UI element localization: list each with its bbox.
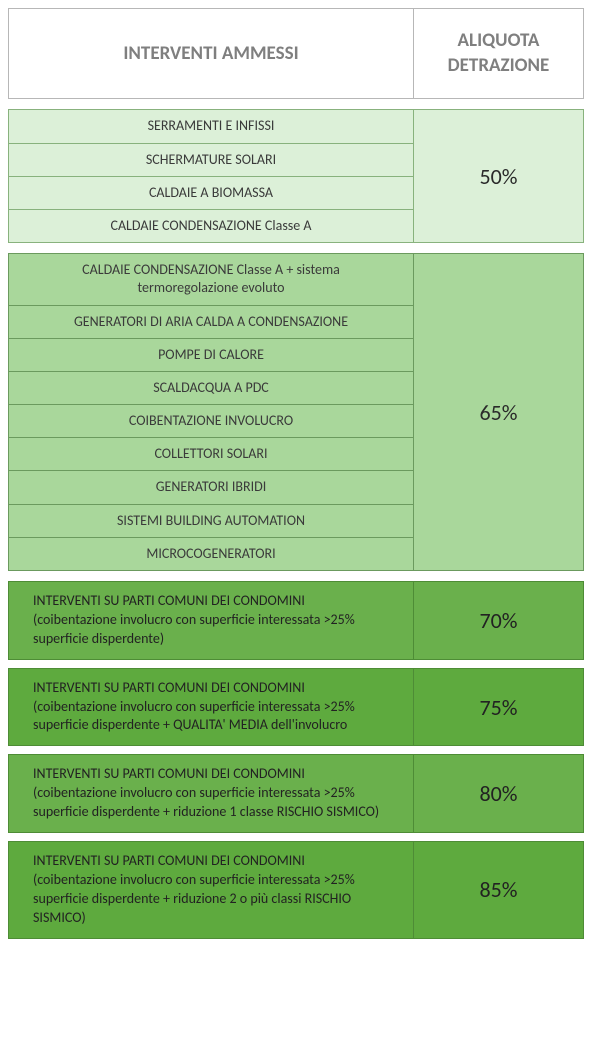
item-row: CALDAIE A BIOMASSA — [8, 177, 414, 210]
condo-rate: 70% — [414, 581, 584, 660]
group-50-rate: 50% — [414, 109, 584, 243]
condo-rate: 85% — [414, 841, 584, 939]
condo-text: INTERVENTI SU PARTI COMUNI DEI CONDOMINI… — [8, 668, 414, 747]
condo-row-80: INTERVENTI SU PARTI COMUNI DEI CONDOMINI… — [8, 754, 600, 833]
condo-row-85: INTERVENTI SU PARTI COMUNI DEI CONDOMINI… — [8, 841, 600, 939]
condo-text: INTERVENTI SU PARTI COMUNI DEI CONDOMINI… — [8, 581, 414, 660]
item-row: SISTEMI BUILDING AUTOMATION — [8, 505, 414, 538]
item-row: COIBENTAZIONE INVOLUCRO — [8, 405, 414, 438]
header-interventions: INTERVENTI AMMESSI — [8, 8, 414, 99]
condo-row-70: INTERVENTI SU PARTI COMUNI DEI CONDOMINI… — [8, 581, 600, 660]
group-65: CALDAIE CONDENSAZIONE Classe A + sistema… — [8, 253, 600, 571]
condo-row-75: INTERVENTI SU PARTI COMUNI DEI CONDOMINI… — [8, 668, 600, 747]
item-row: GENERATORI IBRIDI — [8, 471, 414, 504]
item-row: COLLETTORI SOLARI — [8, 438, 414, 471]
item-row: POMPE DI CALORE — [8, 339, 414, 372]
header-row: INTERVENTI AMMESSI ALIQUOTA DETRAZIONE — [8, 8, 600, 99]
item-row: SERRAMENTI E INFISSI — [8, 109, 414, 143]
item-row: SCHERMATURE SOLARI — [8, 144, 414, 177]
group-50: SERRAMENTI E INFISSI SCHERMATURE SOLARI … — [8, 109, 600, 243]
item-row: MICROCOGENERATORI — [8, 538, 414, 571]
header-rate: ALIQUOTA DETRAZIONE — [414, 8, 584, 99]
group-65-rate: 65% — [414, 253, 584, 571]
item-row: GENERATORI DI ARIA CALDA A CONDENSAZIONE — [8, 306, 414, 339]
condo-rate: 80% — [414, 754, 584, 833]
group-50-items: SERRAMENTI E INFISSI SCHERMATURE SOLARI … — [8, 109, 414, 243]
group-65-items: CALDAIE CONDENSAZIONE Classe A + sistema… — [8, 253, 414, 571]
item-row: SCALDACQUA A PDC — [8, 372, 414, 405]
item-row: CALDAIE CONDENSAZIONE Classe A + sistema… — [8, 253, 414, 305]
condo-text: INTERVENTI SU PARTI COMUNI DEI CONDOMINI… — [8, 754, 414, 833]
condo-text: INTERVENTI SU PARTI COMUNI DEI CONDOMINI… — [8, 841, 414, 939]
item-row: CALDAIE CONDENSAZIONE Classe A — [8, 210, 414, 243]
condo-rate: 75% — [414, 668, 584, 747]
